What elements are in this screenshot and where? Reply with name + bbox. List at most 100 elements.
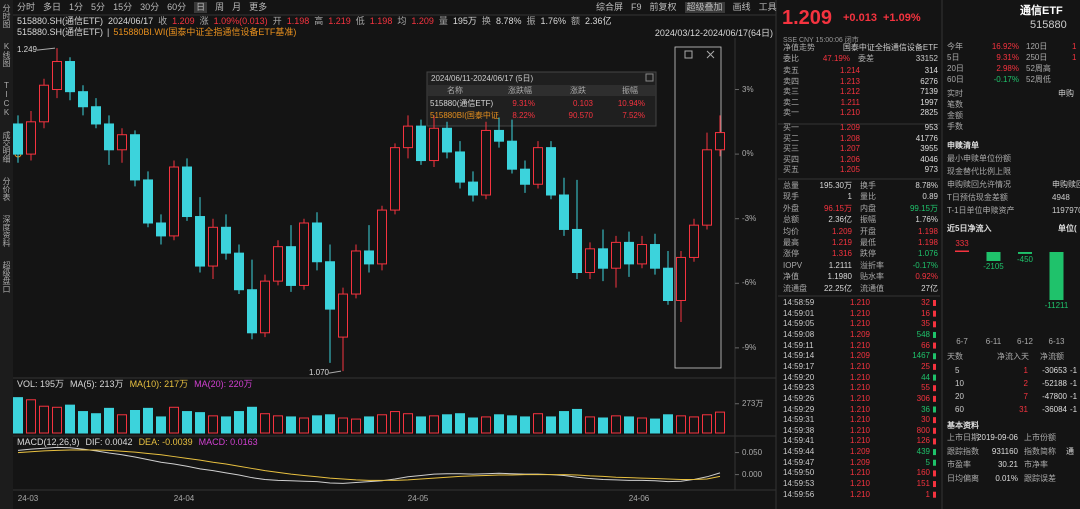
popup-column: 涨跌 (570, 86, 586, 95)
flow-value: -450 (1016, 254, 1034, 264)
tool-tab[interactable]: 画线 (732, 2, 751, 12)
perf-label: 250日 (1026, 53, 1048, 62)
order-volume: 7139 (920, 87, 938, 97)
flow-bar (955, 250, 969, 252)
period-tab[interactable]: 月 (232, 2, 242, 12)
trade-time: 14:59:20 (783, 372, 815, 382)
perf-label: 20日 (947, 64, 964, 73)
flow-cell: -1 (1070, 379, 1078, 388)
trade-price: 1.209 (849, 457, 870, 467)
redeem-label: 最小申赎单位份额 (947, 154, 1011, 163)
volume-bar (442, 414, 452, 434)
side-tab[interactable]: TICK (2, 81, 11, 117)
side-tab[interactable]: 分时图 (2, 4, 11, 28)
info-value: 1.209 (411, 16, 434, 26)
order-label: 卖四 (783, 76, 799, 86)
period-tab[interactable]: 周 (215, 2, 225, 12)
period-tab[interactable]: 日 (194, 2, 208, 13)
tool-tab[interactable]: 超级叠加 (684, 2, 725, 13)
stat-value: 0.89 (922, 192, 938, 202)
macd-header-item: DEA: -0.0039 (138, 437, 193, 447)
candle-body (312, 222, 322, 263)
period-tab[interactable]: 5分 (91, 2, 106, 12)
flow-date: 6-12 (1016, 337, 1034, 346)
candle-body (650, 244, 660, 269)
candle-body (195, 216, 205, 267)
trade-volume: 44 (921, 372, 930, 382)
flow-date: 6-7 (956, 337, 968, 346)
stat-label: IOPV (783, 260, 803, 270)
volume-bar (104, 407, 114, 434)
stat-value: 96.15万 (823, 203, 852, 213)
popup-cell: 7.52% (622, 111, 645, 120)
candle-body (429, 127, 439, 162)
tool-tab[interactable]: 前复权 (649, 2, 677, 12)
trade-price: 1.210 (849, 479, 870, 489)
redeem-label: 申购赎回允许情况 (947, 180, 1011, 189)
volume-bar (702, 414, 712, 434)
side-tab[interactable]: 成交明细 (2, 131, 11, 163)
candle-body (416, 125, 426, 162)
x-tick-label: 24-04 (173, 494, 195, 503)
stat-value: 1.198 (917, 238, 938, 247)
volume-bar (78, 411, 88, 434)
volume-header-item: MA(20): 220万 (194, 379, 253, 389)
volume-bar (637, 417, 647, 434)
diff-label: 委差 (858, 54, 874, 63)
volume-bar (195, 412, 205, 434)
stat-label: 换手 (860, 181, 876, 190)
expand-icon[interactable] (684, 50, 693, 59)
candle-body (65, 61, 75, 93)
side-tab[interactable]: K线图 (2, 42, 11, 67)
trade-time: 14:59:38 (783, 425, 815, 435)
order-label: 卖五 (783, 66, 799, 75)
candle-body (494, 129, 504, 142)
volume-bar (533, 413, 543, 434)
period-tab[interactable]: 30分 (140, 2, 160, 12)
period-tab[interactable]: 分时 (17, 2, 36, 12)
tool-tab[interactable]: 工具 (758, 2, 777, 12)
tool-tab[interactable]: 综合屏 (596, 2, 624, 12)
redeem-label: T-1日单位申赎资产 (947, 206, 1015, 215)
side-tab[interactable]: 分价表 (2, 177, 11, 201)
candle-body (520, 168, 530, 185)
popup-icon[interactable] (645, 73, 654, 82)
period-tab[interactable]: 15分 (113, 2, 133, 12)
info-label: 量 (438, 16, 448, 26)
trade-volume: 25 (921, 361, 930, 371)
volume-bar (312, 415, 322, 434)
order-price: 1.210 (839, 108, 860, 118)
candle-body (468, 181, 478, 196)
range-label: 2024/03/12-2024/06/17(64日) (654, 28, 773, 38)
info-label: 收 (158, 16, 168, 26)
perf-value: -0.17% (993, 75, 1019, 84)
info-head: 515880.SH(通信ETF) (17, 16, 104, 26)
side-tab[interactable]: 超级盘口 (2, 261, 11, 293)
period-tab[interactable]: 更多 (249, 2, 268, 12)
period-tab[interactable]: 多日 (43, 2, 62, 12)
tool-tab[interactable]: F9 (631, 2, 642, 12)
order-volume: 41776 (915, 133, 938, 143)
trade-price: 1.210 (849, 404, 870, 414)
selection-box[interactable] (674, 46, 722, 369)
stat-label: 跌停 (860, 249, 876, 259)
stat-label: 内盘 (860, 203, 876, 213)
stat-value: 27亿 (921, 283, 938, 293)
popup-cell: 515880BI(国泰中证 (430, 111, 499, 120)
candle-body (611, 241, 621, 269)
volume-bar (299, 417, 309, 434)
volume-bar (117, 414, 127, 434)
candle-body (546, 147, 556, 196)
candle-body (702, 149, 712, 226)
trade-side (933, 310, 936, 317)
period-tab[interactable]: 60分 (167, 2, 187, 12)
order-label: 卖二 (783, 97, 799, 107)
close-icon[interactable] (706, 50, 715, 59)
order-volume: 2825 (920, 108, 938, 118)
candle-body (377, 209, 387, 265)
side-tab[interactable]: 深度资料 (2, 215, 11, 247)
order-price: 1.212 (839, 87, 860, 97)
order-label: 买五 (783, 165, 799, 175)
candle-body (390, 147, 400, 211)
period-tab[interactable]: 1分 (69, 2, 84, 12)
